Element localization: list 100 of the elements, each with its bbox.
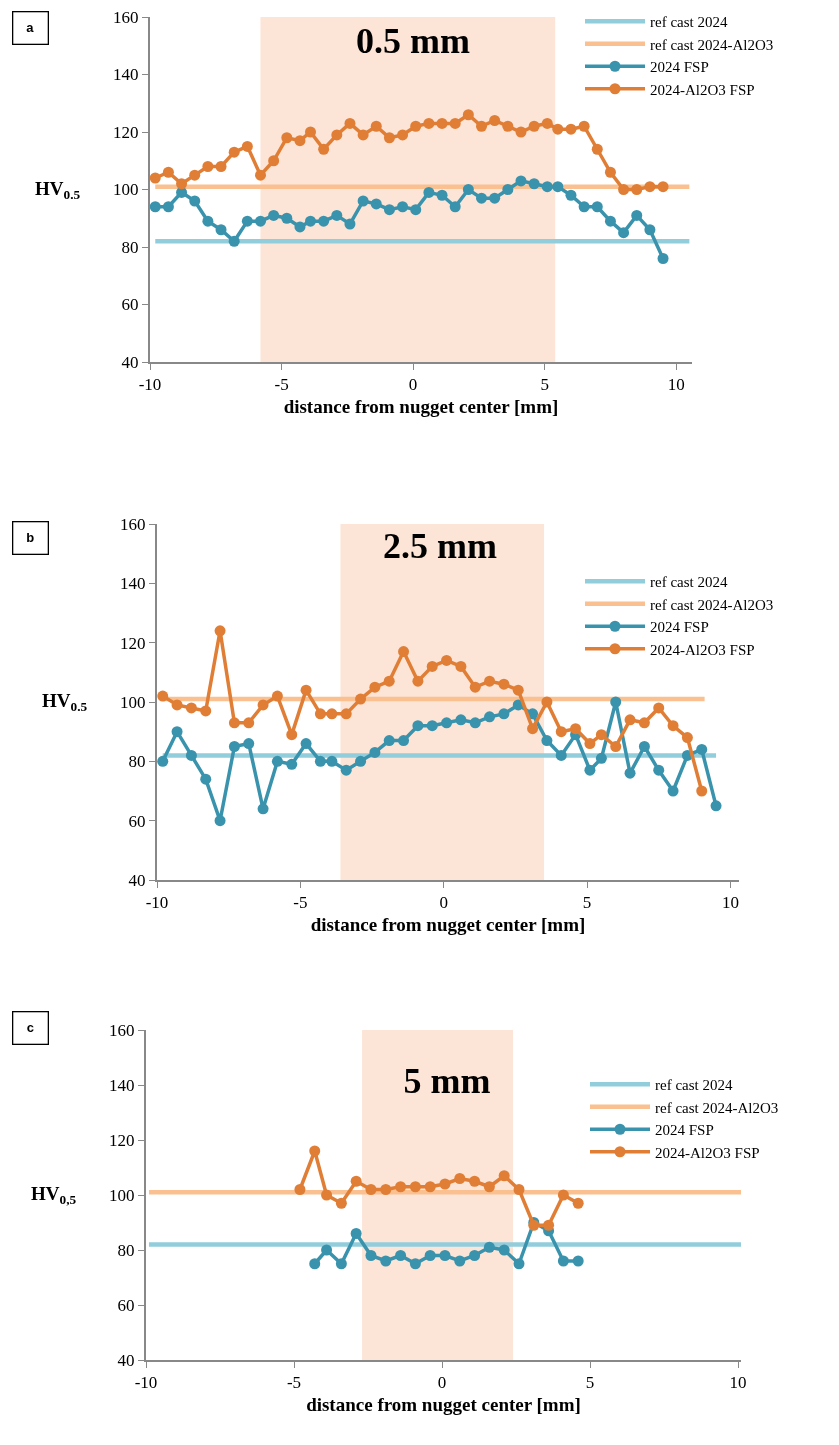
x-tick-label: 10: [729, 1373, 747, 1393]
point: [305, 215, 316, 227]
y-tick-label: 60: [121, 295, 139, 315]
y-tick-label: 80: [117, 1240, 135, 1260]
legend-label: ref cast 2024: [655, 1077, 733, 1094]
y-tick-label: 100: [113, 180, 139, 200]
legend-label: ref cast 2024-Al2O3: [655, 1099, 779, 1116]
point: [243, 717, 255, 729]
point: [326, 708, 338, 720]
point: [294, 221, 306, 233]
point: [653, 702, 665, 714]
point: [462, 184, 474, 195]
point: [502, 184, 514, 195]
point: [484, 675, 496, 687]
point: [305, 126, 316, 138]
point: [469, 1250, 481, 1261]
point: [610, 741, 622, 752]
point: [591, 143, 603, 155]
chart-title: 2.5 mm: [383, 525, 497, 566]
point: [149, 201, 161, 213]
x-tick-label: 5: [540, 375, 549, 395]
point: [584, 738, 596, 750]
point: [449, 201, 461, 213]
point: [552, 123, 564, 135]
point: [383, 675, 395, 687]
point: [271, 690, 283, 702]
legend-label: ref cast 2024: [650, 14, 728, 31]
point: [255, 169, 266, 181]
point: [631, 209, 643, 221]
point: [653, 764, 665, 776]
point: [157, 755, 169, 767]
point: [555, 726, 567, 738]
point: [398, 646, 410, 658]
legend-label: 2024 FSP: [655, 1122, 714, 1139]
point: [441, 654, 453, 666]
point: [286, 729, 298, 741]
y-tick-label: 140: [113, 65, 139, 85]
point: [350, 1175, 362, 1187]
point: [502, 120, 514, 132]
point: [395, 1250, 407, 1261]
point: [578, 201, 590, 213]
point: [667, 785, 679, 797]
point: [409, 1258, 421, 1270]
legend-label: 2024 FSP: [650, 59, 709, 76]
point: [268, 209, 280, 221]
point: [667, 720, 679, 732]
point: [483, 1181, 495, 1193]
point: [149, 172, 161, 184]
point: [439, 1178, 451, 1190]
point: [638, 717, 650, 729]
point: [397, 129, 409, 141]
legend-label: ref cast 2024-Al2O3: [650, 36, 774, 53]
point: [557, 1255, 569, 1267]
x-tick-label: 0: [408, 375, 418, 395]
point: [344, 218, 356, 230]
point: [383, 204, 395, 216]
point: [189, 169, 201, 181]
point: [424, 1181, 436, 1193]
point: [202, 161, 214, 172]
point: [604, 166, 616, 178]
x-tick-label: -10: [134, 1373, 158, 1393]
point: [644, 224, 656, 236]
point: [455, 714, 467, 726]
point: [215, 161, 227, 172]
point: [552, 181, 564, 193]
point: [321, 1189, 333, 1201]
point: [638, 741, 650, 752]
point: [541, 181, 553, 193]
point: [370, 120, 382, 132]
point: [555, 749, 567, 761]
point: [268, 155, 280, 167]
point: [541, 117, 553, 129]
point: [657, 181, 669, 193]
point: [696, 785, 708, 797]
x-tick-label: 10: [721, 893, 739, 913]
point: [541, 735, 553, 747]
point: [257, 699, 269, 711]
point: [426, 660, 438, 672]
point: [271, 755, 283, 767]
point: [498, 708, 510, 720]
point: [162, 166, 174, 178]
point: [557, 1189, 569, 1201]
y-axis-title: HV$_{0.5}$: [42, 690, 88, 714]
y-tick-label: 40: [128, 870, 146, 890]
point: [286, 758, 298, 770]
point: [476, 192, 488, 204]
point: [512, 684, 524, 696]
point: [483, 1241, 495, 1253]
point: [441, 717, 453, 729]
x-tick-label: 0: [439, 893, 448, 913]
point: [455, 660, 467, 672]
text: b: [26, 530, 35, 546]
x-tick-label: 10: [667, 375, 685, 395]
point: [335, 1258, 347, 1270]
point: [565, 123, 577, 135]
y-tick-label: 40: [117, 1350, 135, 1370]
point: [340, 764, 352, 776]
point: [318, 215, 330, 227]
point: [214, 625, 226, 637]
point: [228, 146, 240, 158]
